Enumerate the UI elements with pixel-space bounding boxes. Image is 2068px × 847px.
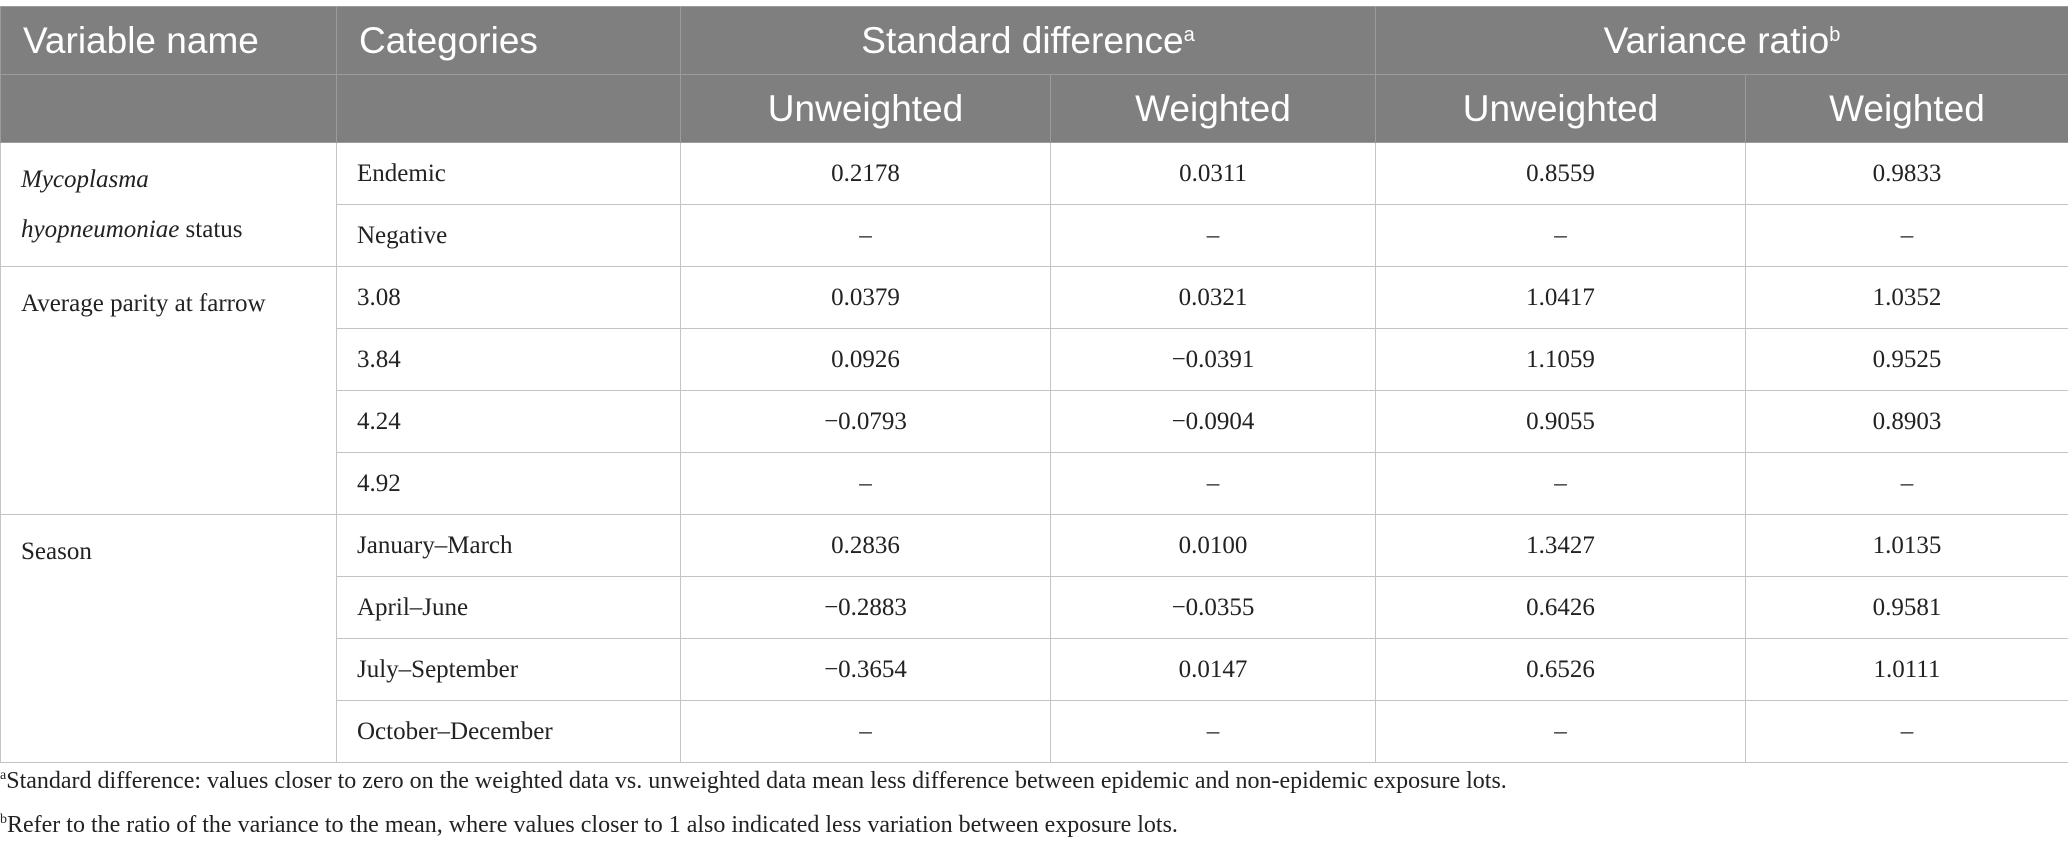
sd-unweighted-cell: 0.0379	[680, 266, 1051, 329]
category-cell: 4.24	[336, 390, 681, 453]
header-vr-weighted: Weighted	[1744, 74, 2068, 143]
table-row: April–June −0.2883 −0.0355 0.6426 0.9581	[1, 576, 2068, 639]
vr-unweighted-cell: 0.6426	[1375, 576, 1746, 639]
header-variance-ratio: Variance ratiob	[1374, 6, 2068, 75]
results-table: Variable name Categories Standard differ…	[0, 6, 2068, 763]
category-cell: Endemic	[336, 142, 681, 205]
variable-name-cell: Mycoplasma hyopneumoniae status	[0, 142, 337, 267]
category-cell: October–December	[336, 700, 681, 763]
header-variable-name: Variable name	[0, 6, 337, 75]
sd-weighted-cell: –	[1050, 452, 1376, 515]
sd-weighted-cell: −0.0391	[1050, 328, 1376, 391]
vr-weighted-cell: 0.8903	[1744, 390, 2068, 453]
vr-weighted-cell: 0.9581	[1744, 576, 2068, 639]
vr-weighted-cell: 1.0111	[1744, 638, 2068, 701]
table-header: Variable name Categories Standard differ…	[0, 6, 2068, 143]
vr-weighted-cell: 0.9833	[1744, 142, 2068, 205]
vr-weighted-cell: 0.9525	[1744, 328, 2068, 391]
variable-name-cell: Season	[0, 514, 337, 763]
vr-unweighted-cell: 0.6526	[1375, 638, 1746, 701]
vr-unweighted-cell: –	[1375, 452, 1746, 515]
footnote-text-a: Standard difference: values closer to ze…	[6, 768, 1507, 794]
header-blank-2	[336, 74, 681, 143]
table-row: Season January–March 0.2836 0.0100 1.342…	[0, 514, 2068, 763]
sd-weighted-cell: –	[1050, 700, 1376, 763]
vr-unweighted-cell: 1.1059	[1375, 328, 1746, 391]
sd-weighted-cell: 0.0100	[1050, 514, 1376, 577]
table-row: 4.92 – – – –	[1, 452, 2068, 515]
category-cell: April–June	[336, 576, 681, 639]
vr-weighted-cell: 1.0352	[1744, 266, 2068, 329]
sd-weighted-cell: 0.0321	[1050, 266, 1376, 329]
header-sd-weighted: Weighted	[1050, 74, 1376, 143]
sd-unweighted-cell: 0.2836	[680, 514, 1051, 577]
table-row: Average parity at farrow 3.08 0.0379 0.0…	[0, 266, 2068, 515]
header-standard-difference-mark: a	[1183, 23, 1195, 46]
sd-unweighted-cell: −0.0793	[680, 390, 1051, 453]
table-body: Mycoplasma hyopneumoniae status Endemic 0…	[0, 142, 2068, 763]
sd-unweighted-cell: –	[680, 700, 1051, 763]
header-row-2: Unweighted Weighted Unweighted Weighted	[0, 74, 2068, 143]
header-variance-ratio-label: Variance ratio	[1603, 19, 1830, 61]
table-row: October–December – – – –	[1, 700, 2068, 763]
footnote-b: bRefer to the ratio of the variance to t…	[0, 812, 1178, 839]
category-cell: Negative	[336, 204, 681, 267]
vr-unweighted-cell: 1.3427	[1375, 514, 1746, 577]
header-row-1: Variable name Categories Standard differ…	[0, 6, 2068, 75]
sd-unweighted-cell: –	[680, 452, 1051, 515]
vr-weighted-cell: –	[1744, 452, 2068, 515]
table-row: Negative – – – –	[1, 204, 2068, 267]
footnote-text-b: Refer to the ratio of the variance to th…	[7, 812, 1178, 838]
header-sd-unweighted: Unweighted	[680, 74, 1051, 143]
vr-unweighted-cell: –	[1375, 700, 1746, 763]
header-vr-unweighted: Unweighted	[1375, 74, 1746, 143]
header-categories: Categories	[336, 6, 681, 75]
vr-weighted-cell: –	[1744, 204, 2068, 267]
category-cell: July–September	[336, 638, 681, 701]
variable-name-italic: Mycoplasma	[21, 166, 149, 193]
vr-unweighted-cell: 1.0417	[1375, 266, 1746, 329]
variable-name-cell: Average parity at farrow	[0, 266, 337, 515]
sd-unweighted-cell: 0.2178	[680, 142, 1051, 205]
vr-unweighted-cell: 0.9055	[1375, 390, 1746, 453]
vr-weighted-cell: 1.0135	[1744, 514, 2068, 577]
header-standard-difference: Standard differencea	[680, 6, 1376, 75]
sd-weighted-cell: −0.0355	[1050, 576, 1376, 639]
variable-name-italic-2: hyopneumoniae	[21, 216, 180, 243]
category-cell: January–March	[336, 514, 681, 577]
vr-unweighted-cell: 0.8559	[1375, 142, 1746, 205]
sd-unweighted-cell: −0.2883	[680, 576, 1051, 639]
vr-unweighted-cell: –	[1375, 204, 1746, 267]
category-cell: 3.08	[336, 266, 681, 329]
footnote-a: aStandard difference: values closer to z…	[0, 768, 1507, 795]
category-cell: 4.92	[336, 452, 681, 515]
sd-unweighted-cell: −0.3654	[680, 638, 1051, 701]
footnote-mark-a: a	[0, 768, 7, 783]
sd-weighted-cell: 0.0311	[1050, 142, 1376, 205]
header-variance-ratio-mark: b	[1829, 23, 1841, 46]
sd-weighted-cell: –	[1050, 204, 1376, 267]
variable-name-suffix: status	[179, 216, 243, 243]
category-cell: 3.84	[336, 328, 681, 391]
table-row: July–September −0.3654 0.0147 0.6526 1.0…	[1, 638, 2068, 701]
header-blank-1	[0, 74, 337, 143]
sd-unweighted-cell: –	[680, 204, 1051, 267]
table-row: Mycoplasma hyopneumoniae status Endemic 0…	[0, 142, 2068, 267]
table-row: 3.84 0.0926 −0.0391 1.1059 0.9525	[1, 328, 2068, 391]
sd-weighted-cell: −0.0904	[1050, 390, 1376, 453]
sd-unweighted-cell: 0.0926	[680, 328, 1051, 391]
vr-weighted-cell: –	[1744, 700, 2068, 763]
header-standard-difference-label: Standard difference	[861, 19, 1184, 61]
sd-weighted-cell: 0.0147	[1050, 638, 1376, 701]
footnote-mark-b: b	[0, 812, 7, 827]
